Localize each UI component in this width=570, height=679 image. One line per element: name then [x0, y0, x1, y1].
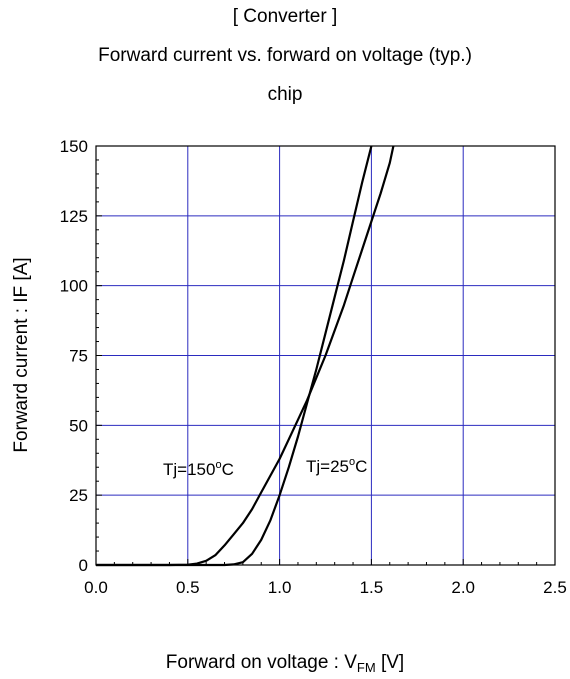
- x-tick-label: 0.0: [84, 578, 108, 597]
- chart-title-line-2: Forward current vs. forward on voltage (…: [98, 45, 472, 66]
- x-tick-label: 0.5: [176, 578, 200, 597]
- x-axis-label-subscript: FM: [356, 660, 376, 675]
- chart-title-line-1: [ Converter ]: [232, 6, 338, 27]
- x-tick-label: 2.5: [543, 578, 567, 597]
- y-tick-label: 75: [69, 347, 88, 366]
- y-tick-label: 100: [60, 277, 88, 296]
- chart-title-line-3: chip: [267, 84, 303, 105]
- series-line-tj25: [96, 145, 373, 567]
- y-tick-label: 25: [69, 486, 88, 505]
- y-tick-label: 0: [79, 556, 88, 575]
- y-axis-label: Forward current : IF [A]: [11, 257, 32, 453]
- x-axis-label-unit: [V]: [375, 652, 405, 673]
- x-tick-label: 1.5: [360, 578, 384, 597]
- series-annotation-tj150: Tj=150oC: [163, 459, 234, 479]
- series-annotation-tj25: Tj=25oC: [306, 456, 367, 476]
- plot-frame: [95, 145, 556, 566]
- y-tick-label: 150: [60, 137, 88, 156]
- y-tick-label: 125: [60, 207, 88, 226]
- y-tick-label: 50: [69, 416, 88, 435]
- x-axis-label-main: Forward on voltage : V: [165, 652, 357, 673]
- series-line-tj150: [96, 145, 395, 567]
- x-tick-label: 2.0: [451, 578, 475, 597]
- x-tick-label: 1.0: [268, 578, 292, 597]
- x-axis-label: Forward on voltage : VFM [V]: [0, 652, 570, 675]
